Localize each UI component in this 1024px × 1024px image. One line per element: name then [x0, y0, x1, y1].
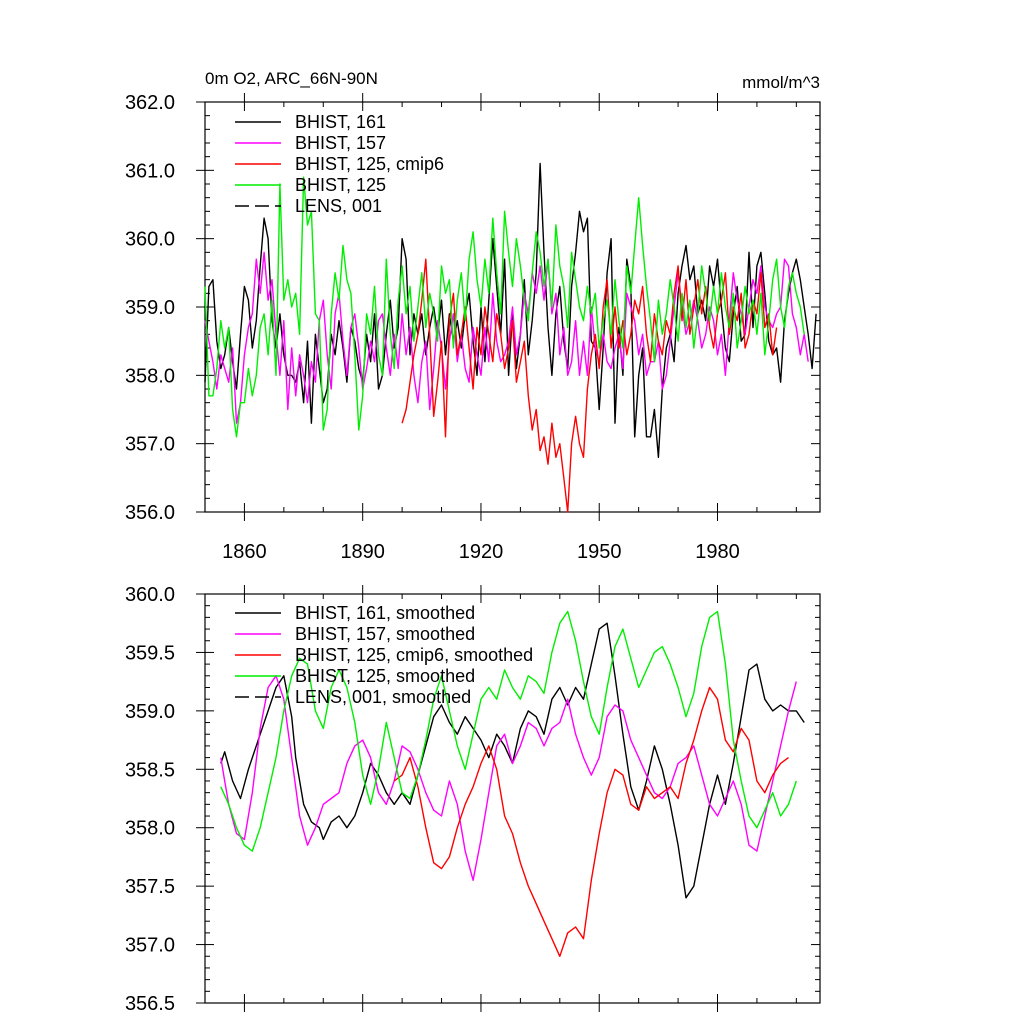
y-tick-label: 362.0 [125, 92, 175, 114]
y-tick-label: 361.0 [125, 160, 175, 182]
legend-label: BHIST, 125, smoothed [295, 666, 475, 686]
legend-label: BHIST, 161, smoothed [295, 603, 475, 623]
top-panel: 0m O2, ARC_66N-90N mmol/m^3 356.0 357.0 35… [125, 69, 821, 563]
y-tick-label: 358.5 [125, 759, 175, 781]
series-line-bhist-157-smoothed [220, 675, 797, 881]
legend-label: BHIST, 161 [295, 112, 386, 132]
top-chart-title: 0m O2, ARC_66N-90N [205, 69, 378, 88]
y-tick-label: 359.0 [125, 701, 175, 723]
series-group [220, 610, 805, 957]
series-line-bhist-125-smoothed [220, 610, 797, 852]
y-tick-label: 358.0 [125, 365, 175, 387]
series-line-bhist-125 [204, 176, 805, 438]
x-tick-label: 1950 [577, 541, 622, 563]
y-tick-label: 357.0 [125, 935, 175, 957]
y-tick-label: 360.0 [125, 584, 175, 606]
y-tick-label: 357.0 [125, 434, 175, 456]
legend-label: BHIST, 125, cmip6 [295, 154, 444, 174]
x-tick-label: 1860 [222, 541, 267, 563]
y-tick-label: 359.0 [125, 297, 175, 319]
bottom-panel: 356.5 357.0 357.5 358.0 358.5 359.0 359.5 360.0… [125, 584, 821, 1015]
top-chart-units: mmol/m^3 [742, 73, 820, 92]
legend-label: BHIST, 125, cmip6, smoothed [295, 645, 533, 665]
series-line-bhist-125-cmip6-smoothed [393, 686, 789, 957]
x-tick-label: 1980 [695, 541, 740, 563]
legend-label: BHIST, 157 [295, 133, 386, 153]
series-group [204, 162, 817, 513]
x-tick-label: 1890 [340, 541, 385, 563]
series-line-bhist-157 [204, 251, 809, 424]
y-tick-label: 357.5 [125, 876, 175, 898]
series-line-bhist-161 [204, 162, 817, 458]
y-tick-label: 356.5 [125, 993, 175, 1015]
legend-label: LENS, 001 [295, 196, 382, 216]
bottom-plot-frame [204, 593, 821, 1004]
y-tick-label: 358.0 [125, 818, 175, 840]
y-tick-label: 356.0 [125, 502, 175, 524]
y-tick-label: 359.5 [125, 642, 175, 664]
legend-label: BHIST, 125 [295, 175, 386, 195]
x-tick-label: 1920 [459, 541, 504, 563]
legend-label: BHIST, 157, smoothed [295, 624, 475, 644]
y-tick-label: 360.0 [125, 229, 175, 251]
series-line-bhist-161-smoothed [220, 622, 805, 899]
legend-label: LENS, 001, smoothed [295, 687, 471, 707]
